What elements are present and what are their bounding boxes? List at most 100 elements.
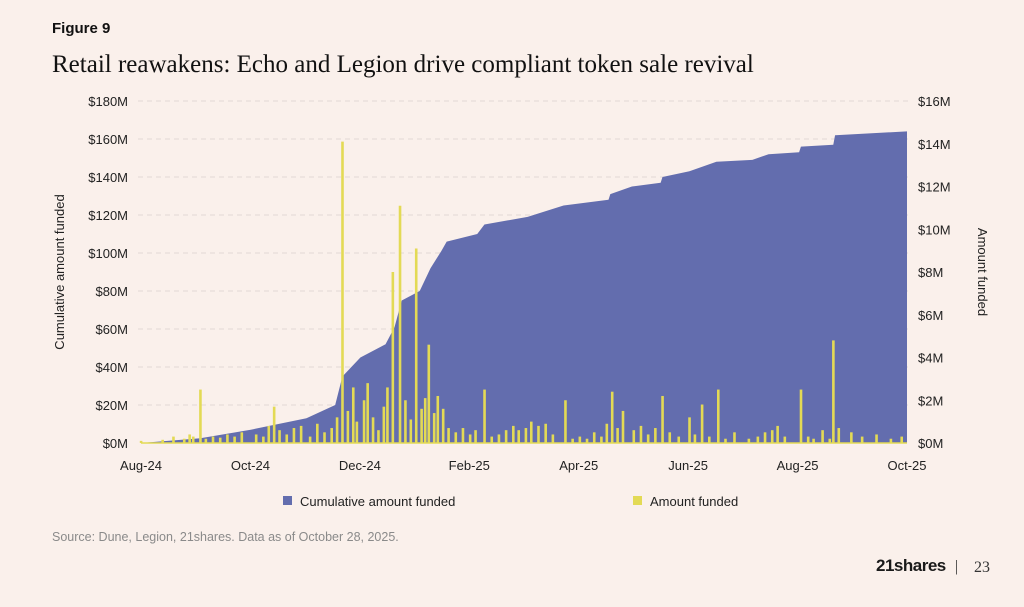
amount-bar [398, 205, 402, 443]
y-left-tick-label: $80M [95, 284, 128, 299]
amount-bar [409, 419, 413, 443]
amount-bar [292, 428, 296, 443]
amount-bar [199, 389, 202, 443]
amount-bars-layer [139, 141, 907, 444]
amount-bar [474, 430, 477, 443]
x-tick-label: Oct-25 [887, 458, 926, 473]
amount-bar [504, 430, 508, 443]
amount-bar [172, 436, 175, 443]
source-note: Source: Dune, Legion, 21shares. Data as … [52, 530, 399, 544]
amount-bar [436, 395, 440, 443]
amount-bar [468, 434, 472, 443]
amount-bar [668, 432, 672, 443]
legend-label-amount: Amount funded [650, 494, 738, 509]
amount-bar [661, 395, 664, 443]
x-tick-label: Feb-25 [449, 458, 490, 473]
amount-bar [616, 428, 619, 443]
amount-bar [490, 436, 494, 443]
y-left-tick-label: $100M [88, 246, 128, 261]
amount-bar [432, 413, 436, 443]
amount-bar [688, 417, 691, 443]
amount-bar [837, 428, 841, 443]
amount-bar [299, 425, 303, 443]
y-left-tick-label: $180M [88, 94, 128, 109]
amount-bar [254, 434, 258, 443]
amount-bar [420, 408, 423, 443]
amount-bar [632, 430, 636, 443]
amount-bar [188, 434, 191, 443]
amount-bar [806, 436, 810, 443]
y-right-tick-label: $12M [918, 180, 951, 195]
amount-bar [355, 421, 359, 443]
amount-bar [571, 438, 574, 443]
amount-bar [700, 404, 704, 443]
y-right-tick-label: $4M [918, 351, 943, 366]
amount-bar [585, 438, 589, 443]
amount-bar [362, 400, 366, 443]
amount-bar [708, 436, 711, 443]
amount-bar [351, 387, 355, 443]
y-left-tick-label: $20M [95, 398, 128, 413]
amount-bar [204, 438, 208, 443]
amount-bar [537, 425, 540, 443]
y-left-tick-label: $160M [88, 132, 128, 147]
y-axis-right: $0M $2M $4M $6M $8M $10M $12M $14M $16M [918, 94, 951, 451]
amount-bar [693, 434, 697, 443]
amount-bar [182, 438, 186, 443]
amount-bar [639, 425, 643, 443]
amount-bar [483, 389, 486, 443]
amount-bar [382, 406, 386, 443]
legend-swatch-amount [633, 496, 642, 505]
amount-bar [191, 436, 195, 443]
amount-bar [346, 410, 350, 443]
amount-bar [267, 425, 271, 443]
amount-bar [621, 410, 625, 443]
amount-bar [832, 340, 835, 443]
y-axis-left-title: Cumulative amount funded [52, 194, 67, 349]
amount-bar [875, 434, 878, 443]
y-right-tick-label: $10M [918, 222, 951, 237]
amount-bar [139, 440, 143, 443]
amount-bar [461, 428, 465, 443]
y-right-tick-label: $0M [918, 436, 943, 451]
y-left-tick-label: $0M [103, 436, 128, 451]
amount-bar [850, 432, 853, 443]
y-right-tick-label: $6M [918, 308, 943, 323]
amount-bar [592, 432, 596, 443]
amount-bar [821, 430, 824, 443]
amount-bar [497, 434, 501, 443]
amount-bar [900, 436, 904, 443]
amount-bar [564, 400, 567, 443]
amount-bar [285, 434, 289, 443]
x-axis: Aug-24 Oct-24 Dec-24 Feb-25 Apr-25 Jun-25 Aug-… [120, 458, 926, 473]
amount-bar [517, 430, 521, 443]
amount-bar [371, 417, 375, 443]
amount-bar [377, 430, 380, 443]
amount-bar [716, 389, 720, 443]
amount-bar [524, 428, 528, 443]
amount-bar [308, 436, 312, 443]
cumulative-area [141, 131, 907, 443]
y-right-tick-label: $2M [918, 393, 943, 408]
footer-separator: | [955, 558, 958, 575]
amount-bar [262, 436, 265, 443]
x-tick-label: Apr-25 [559, 458, 598, 473]
amount-bar [161, 439, 164, 443]
x-tick-label: Dec-24 [339, 458, 381, 473]
amount-bar [316, 423, 319, 443]
chart-title: Retail reawakens: Echo and Legion drive … [52, 51, 754, 78]
amount-bar [386, 387, 389, 443]
x-tick-label: Aug-24 [120, 458, 162, 473]
amount-bar [529, 421, 533, 443]
amount-bar [341, 141, 344, 444]
amount-bar [544, 423, 547, 443]
y-axis-left: $0M $20M $40M $60M $80M $100M $120M $140M $160M $… [88, 94, 128, 451]
amount-bar [733, 432, 736, 443]
amount-bar [441, 408, 445, 443]
amount-bar [677, 436, 681, 443]
y-left-tick-label: $120M [88, 208, 128, 223]
amount-bar [404, 400, 407, 443]
amount-bar [226, 434, 229, 443]
amount-bar [391, 272, 395, 443]
y-left-tick-label: $60M [95, 322, 128, 337]
